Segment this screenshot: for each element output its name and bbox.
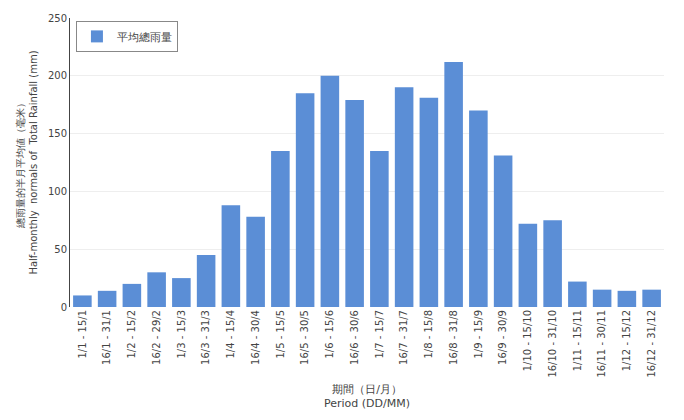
svg-text:1/5 - 15/5: 1/5 - 15/5 [275, 310, 286, 359]
svg-text:總雨量的半月平均値（毫米）Half-monthly nor: 總雨量的半月平均値（毫米）Half-monthly normals of Tot… [15, 50, 39, 274]
svg-text:1/11 - 15/11: 1/11 - 15/11 [572, 310, 583, 371]
svg-text:16/8 - 31/8: 16/8 - 31/8 [448, 310, 459, 365]
svg-text:0: 0 [61, 302, 67, 313]
svg-text:16/11 - 30/11: 16/11 - 30/11 [596, 310, 607, 378]
svg-text:平均總雨量: 平均總雨量 [117, 31, 172, 44]
svg-text:16/2 - 29/2: 16/2 - 29/2 [151, 310, 162, 365]
svg-text:16/10 - 31/10: 16/10 - 31/10 [547, 310, 558, 378]
svg-text:200: 200 [48, 70, 67, 81]
svg-text:150: 150 [48, 128, 67, 139]
svg-text:1/2 - 15/2: 1/2 - 15/2 [126, 310, 137, 359]
svg-text:250: 250 [48, 13, 67, 24]
svg-text:1/6 - 15/6: 1/6 - 15/6 [324, 310, 335, 359]
svg-text:1/10 - 15/10: 1/10 - 15/10 [522, 310, 533, 371]
svg-text:1/1 - 15/1: 1/1 - 15/1 [77, 310, 88, 359]
svg-text:16/4 - 30/4: 16/4 - 30/4 [250, 310, 261, 365]
svg-text:16/5 - 30/5: 16/5 - 30/5 [299, 310, 310, 365]
svg-text:16/7 - 31/7: 16/7 - 31/7 [398, 310, 409, 365]
svg-text:16/6 - 30/6: 16/6 - 30/6 [349, 310, 360, 365]
svg-text:16/1 - 31/1: 16/1 - 31/1 [101, 310, 112, 365]
svg-text:100: 100 [48, 186, 67, 197]
svg-text:1/4 - 15/4: 1/4 - 15/4 [225, 310, 236, 359]
svg-text:1/7 - 15/7: 1/7 - 15/7 [374, 310, 385, 359]
svg-text:1/8 - 15/8: 1/8 - 15/8 [423, 310, 434, 359]
svg-text:16/12 - 31/12: 16/12 - 31/12 [646, 310, 657, 378]
svg-text:1/9 - 15/9: 1/9 - 15/9 [473, 310, 484, 359]
svg-text:16/9 - 30/9: 16/9 - 30/9 [497, 310, 508, 365]
svg-text:1/12 - 15/12: 1/12 - 15/12 [621, 310, 632, 371]
svg-text:1/3 - 15/3: 1/3 - 15/3 [176, 310, 187, 359]
svg-text:16/3 - 31/3: 16/3 - 31/3 [200, 310, 211, 365]
svg-text:50: 50 [54, 244, 67, 255]
svg-text:期間（日/月）Period (DD/MM): 期間（日/月）Period (DD/MM) [324, 383, 410, 410]
